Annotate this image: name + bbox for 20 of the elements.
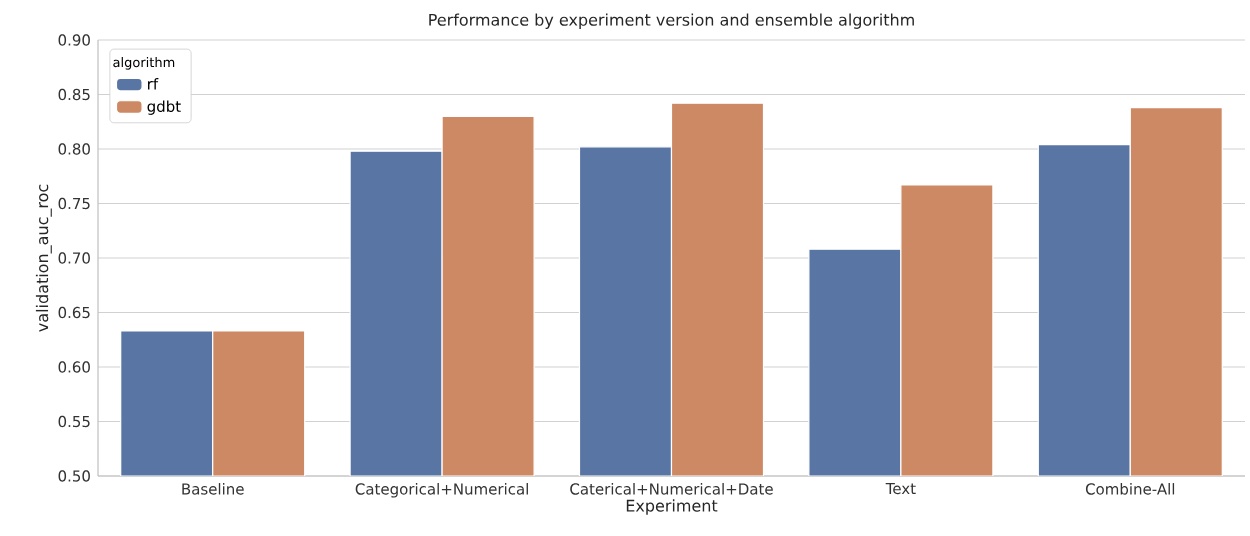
y-tick-label: 0.90 [58, 34, 90, 46]
y-tick-label: 0.60 [58, 361, 90, 373]
y-tick-label: 0.75 [58, 197, 90, 210]
y-tick-label: 0.80 [58, 143, 90, 155]
x-tick-label: Categorical+Numerical [355, 483, 528, 498]
y-tick-label: 0.55 [58, 415, 90, 428]
y-axis-title: validation_auc_roc [35, 184, 52, 332]
x-axis-title: Experiment [626, 499, 718, 515]
y-tick-label: 0.50 [58, 470, 90, 482]
y-tick-label: 0.70 [58, 252, 90, 264]
legend-label: gdbt [147, 100, 181, 115]
chart-title: Performance by experiment version and ensemble algorithm [429, 13, 914, 29]
x-tick-label: Baseline [182, 483, 244, 495]
x-tick-label: Text [885, 483, 916, 495]
y-tick-label: 0.85 [58, 88, 90, 101]
y-tick-label: 0.65 [58, 306, 90, 319]
x-tick-label: Combine-All [1085, 483, 1175, 495]
legend-label: rf [148, 78, 159, 90]
legend-title: algorithm [113, 57, 175, 70]
x-tick-label: Caterical+Numerical+Date [570, 483, 773, 495]
